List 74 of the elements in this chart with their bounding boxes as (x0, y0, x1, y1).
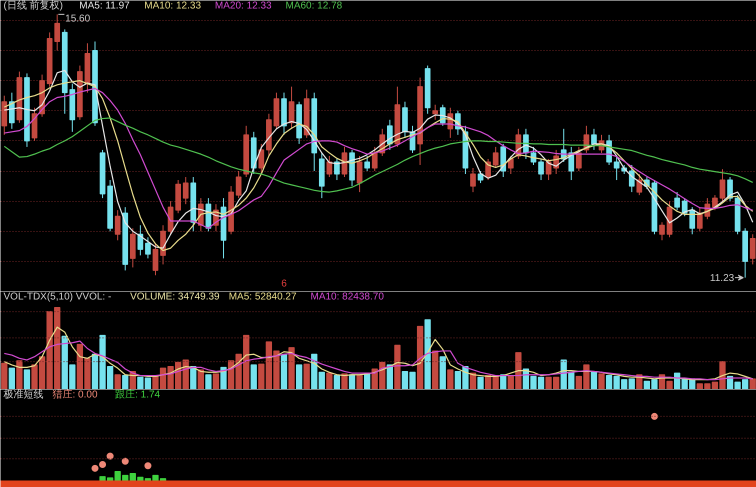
candlestick (750, 234, 756, 265)
point (99, 460, 106, 468)
point (92, 464, 98, 472)
point (144, 462, 152, 470)
candlestick (182, 176, 189, 205)
chart-title: VOL-TDX(5,10) VVOL: - (4, 292, 112, 302)
annotation: 15.60 (65, 13, 91, 24)
bar (16, 360, 23, 389)
bar (1, 362, 8, 389)
text: MA20: 12.33 (214, 0, 272, 12)
bar (424, 319, 431, 389)
candlestick (288, 86, 294, 130)
bar (477, 376, 484, 389)
point (106, 452, 114, 460)
bar (326, 372, 333, 389)
bar (122, 375, 128, 389)
candlestick (720, 168, 726, 202)
candlestick (470, 167, 476, 193)
candlestick (712, 194, 718, 211)
text: MA5: 52840.27 (228, 292, 297, 302)
bar (205, 374, 212, 389)
point (650, 412, 658, 420)
bar (288, 347, 295, 389)
annotation: VOLUME: 34749.39 (130, 292, 220, 302)
bar (356, 375, 363, 389)
bar (212, 373, 220, 389)
bar (447, 369, 454, 389)
candlestick (591, 128, 597, 150)
candlestick (364, 155, 370, 172)
text: MA5: 11.97 (79, 0, 130, 12)
candlestick (492, 146, 499, 168)
chart-title: (日线 前复权) (4, 0, 63, 12)
bar (198, 369, 204, 389)
candlestick (538, 158, 544, 181)
x-tick-label: 6 (281, 278, 288, 290)
bar (440, 356, 446, 389)
annotation: 11.23 (710, 273, 735, 284)
bar (280, 354, 288, 389)
candlestick (342, 146, 348, 178)
candlestick (478, 170, 484, 184)
bar (8, 368, 15, 389)
bar (190, 366, 196, 389)
bar (394, 344, 401, 389)
candlestick (236, 170, 242, 199)
bar (432, 350, 438, 389)
chart-title: 极准短线 (2, 388, 44, 400)
text: MA10: 12.33 (144, 0, 202, 12)
candlestick (674, 192, 680, 211)
bar (590, 370, 598, 389)
text: MA10: 82438.70 (310, 292, 384, 302)
text: MA60: 12.78 (286, 0, 343, 12)
bar (334, 375, 340, 389)
bar (416, 326, 424, 389)
candlestick (258, 143, 264, 175)
bar (750, 378, 756, 389)
candlestick (356, 155, 362, 193)
bar (24, 369, 30, 389)
candlestick (432, 104, 438, 120)
bar (304, 364, 310, 389)
candlestick (326, 155, 332, 178)
bar (296, 364, 302, 389)
bar (250, 364, 257, 389)
bar (386, 364, 393, 389)
bar (598, 373, 605, 389)
candlestick (114, 210, 121, 241)
candlestick (530, 146, 536, 166)
bar (114, 374, 121, 389)
candlestick (334, 158, 340, 181)
point (122, 458, 129, 465)
candlestick (145, 236, 151, 259)
candlestick (614, 155, 620, 181)
bar (364, 373, 370, 389)
candlestick (54, 14, 60, 52)
bar (500, 374, 506, 389)
